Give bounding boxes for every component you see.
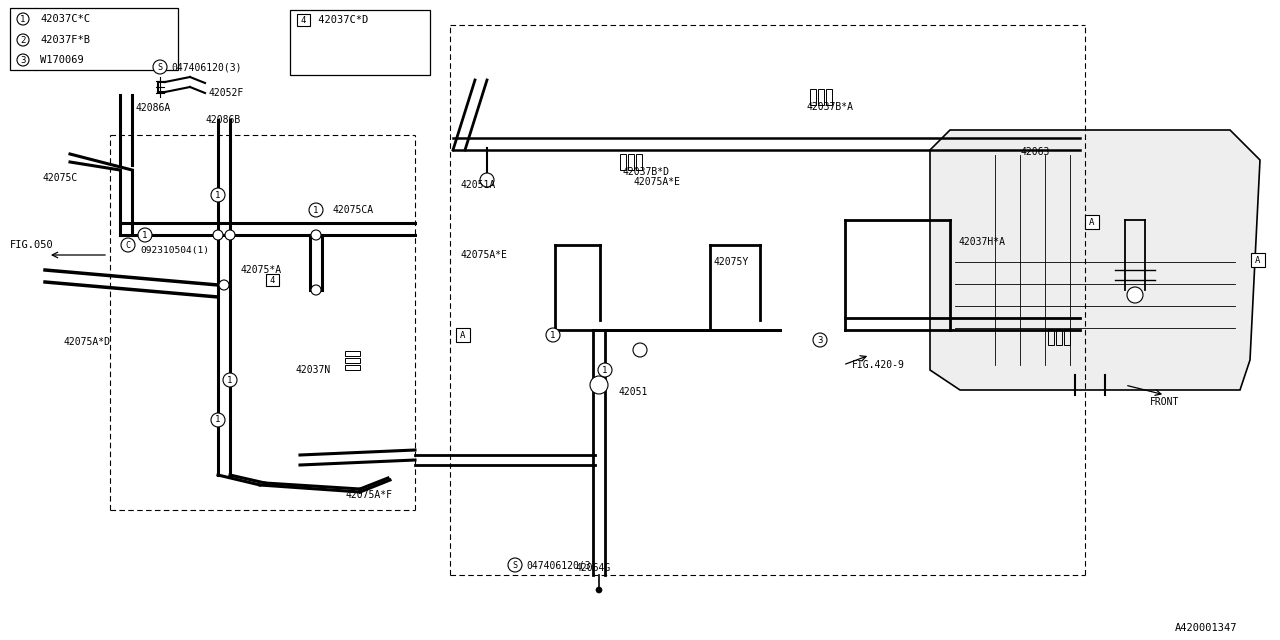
Text: A420001347: A420001347	[1175, 623, 1238, 633]
Text: 42063: 42063	[1020, 147, 1050, 157]
Text: 42037C*C: 42037C*C	[40, 14, 90, 24]
Circle shape	[212, 230, 223, 240]
Circle shape	[480, 173, 494, 187]
Circle shape	[311, 230, 321, 240]
Text: 1: 1	[20, 15, 26, 24]
Text: 42075A*E: 42075A*E	[460, 250, 507, 260]
Text: 42075CA: 42075CA	[332, 205, 374, 215]
Text: C: C	[125, 241, 131, 250]
Text: FIG.420-9: FIG.420-9	[852, 360, 905, 370]
Text: 42075A*E: 42075A*E	[634, 177, 680, 187]
Circle shape	[211, 188, 225, 202]
Circle shape	[17, 13, 29, 25]
Text: 42052F: 42052F	[209, 88, 243, 98]
Text: 42064G: 42064G	[575, 563, 611, 573]
Circle shape	[17, 54, 29, 66]
Text: 3: 3	[20, 56, 26, 65]
Text: 42037F*B: 42037F*B	[40, 35, 90, 45]
Circle shape	[225, 230, 236, 240]
Text: 42086A: 42086A	[134, 103, 170, 113]
Text: 42051A: 42051A	[460, 180, 495, 190]
Text: 1: 1	[314, 205, 319, 214]
Bar	[810, 89, 817, 105]
Text: 42051: 42051	[618, 387, 648, 397]
Text: 047406120(3): 047406120(3)	[526, 560, 596, 570]
Bar	[628, 154, 634, 170]
Text: 4: 4	[269, 275, 275, 285]
Text: 1: 1	[550, 330, 556, 339]
Bar	[1056, 329, 1062, 345]
Text: FRONT: FRONT	[1149, 397, 1179, 407]
Text: S: S	[157, 63, 163, 72]
Circle shape	[211, 413, 225, 427]
Text: W170069: W170069	[40, 55, 83, 65]
Circle shape	[1126, 287, 1143, 303]
Text: 1: 1	[603, 365, 608, 374]
Circle shape	[547, 328, 561, 342]
Bar	[818, 89, 824, 105]
Circle shape	[138, 228, 152, 242]
Text: A: A	[1256, 255, 1261, 264]
Text: 4: 4	[301, 15, 306, 24]
Circle shape	[634, 343, 646, 357]
Circle shape	[17, 34, 29, 46]
Text: 2: 2	[20, 35, 26, 45]
Circle shape	[122, 238, 134, 252]
Text: 1: 1	[215, 415, 220, 424]
Text: 42075A*F: 42075A*F	[346, 490, 392, 500]
Text: 42037N: 42037N	[294, 365, 330, 375]
Bar	[265, 274, 279, 286]
Text: 42037B*A: 42037B*A	[806, 102, 852, 112]
Text: 1: 1	[228, 376, 233, 385]
Circle shape	[508, 558, 522, 572]
Circle shape	[596, 587, 602, 593]
Bar	[826, 89, 832, 105]
Text: 42037H*A: 42037H*A	[957, 237, 1005, 247]
Circle shape	[154, 60, 166, 74]
Text: 42075A*D: 42075A*D	[63, 337, 110, 347]
Bar	[346, 358, 360, 363]
Text: A: A	[1089, 218, 1094, 227]
Text: 1: 1	[215, 191, 220, 200]
Circle shape	[223, 373, 237, 387]
Circle shape	[308, 203, 323, 217]
Circle shape	[311, 285, 321, 295]
Text: 1: 1	[142, 230, 147, 239]
Text: 42075*A: 42075*A	[241, 265, 282, 275]
Polygon shape	[931, 130, 1260, 390]
Bar	[456, 328, 470, 342]
Bar	[291, 10, 430, 75]
Circle shape	[590, 376, 608, 394]
Bar	[1064, 329, 1070, 345]
Text: 42086B: 42086B	[205, 115, 241, 125]
Text: 42075C: 42075C	[42, 173, 77, 183]
Text: 42075Y: 42075Y	[713, 257, 749, 267]
Text: A: A	[461, 330, 466, 339]
Bar	[10, 8, 178, 70]
Text: 3: 3	[818, 335, 823, 344]
Text: 42037C*D: 42037C*D	[312, 15, 369, 25]
Bar	[297, 14, 310, 26]
Bar	[1085, 215, 1100, 229]
Text: FIG.050: FIG.050	[10, 240, 54, 250]
Bar	[1251, 253, 1265, 267]
Text: 047406120(3): 047406120(3)	[172, 62, 242, 72]
Text: 42037B*D: 42037B*D	[622, 167, 669, 177]
Circle shape	[219, 280, 229, 290]
Text: S: S	[512, 561, 517, 570]
Circle shape	[598, 363, 612, 377]
Circle shape	[813, 333, 827, 347]
Bar	[346, 365, 360, 370]
Bar	[1048, 329, 1053, 345]
Bar	[346, 351, 360, 356]
Bar	[620, 154, 626, 170]
Bar	[636, 154, 643, 170]
Text: 092310504(1): 092310504(1)	[140, 246, 209, 255]
